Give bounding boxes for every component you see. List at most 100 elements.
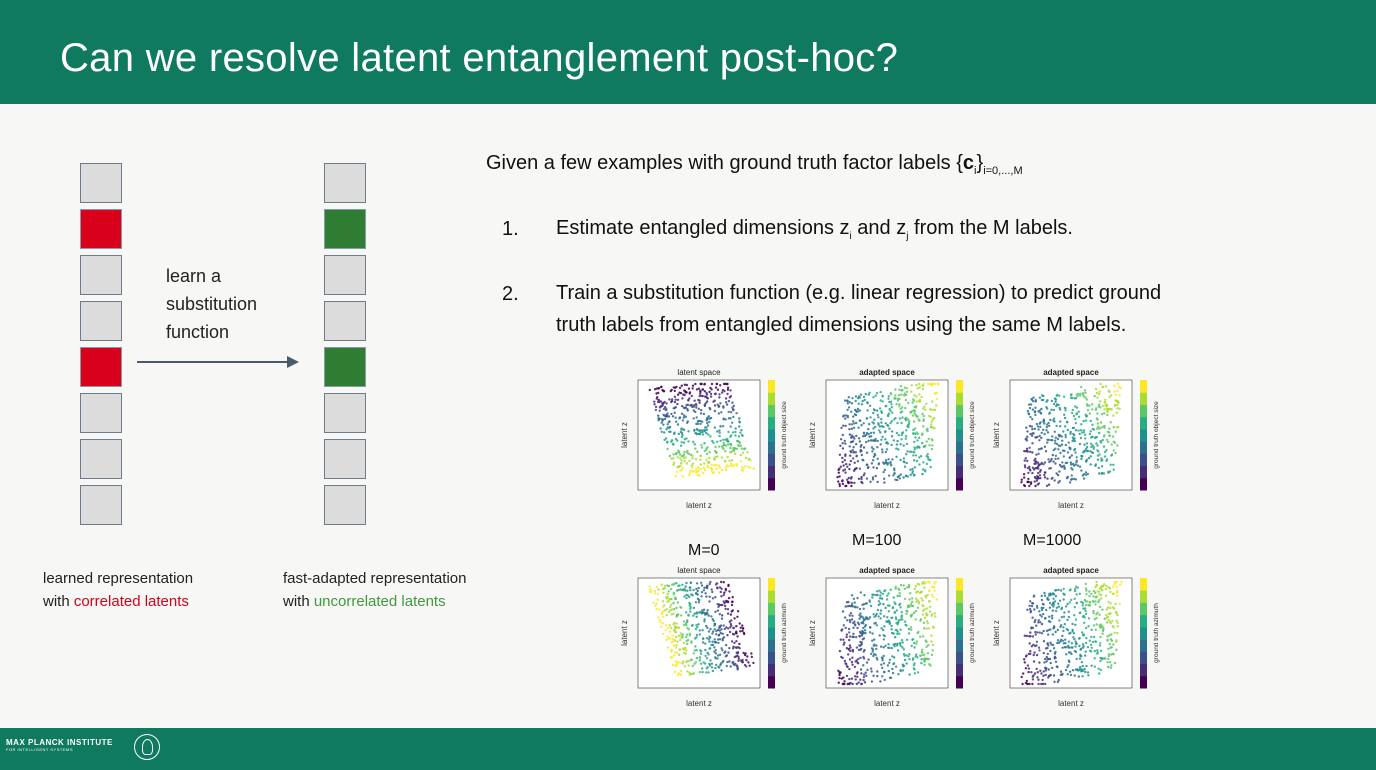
scatter-point [1036,671,1039,674]
scatter-point [671,663,675,667]
scatter-point [1037,452,1040,455]
scatter-point [853,665,857,669]
scatter-point [910,628,913,631]
scatter-point [712,441,715,444]
plot-ylabel: latent z [620,422,629,448]
scatter-point [1030,604,1034,608]
scatter-point [862,622,865,625]
colorbar-segment [768,441,775,454]
scatter-point [695,624,698,627]
scatter-point [707,638,711,641]
scatter-point [697,432,700,436]
scatter-point [858,467,862,470]
scatter-point [1112,463,1115,466]
scatter-point [726,437,729,441]
scatter-point [1101,385,1105,389]
scatter-point [1064,407,1067,410]
scatter-point [1049,628,1052,631]
scatter-point [1098,390,1101,393]
scatter-point [1095,623,1098,626]
scatter-point [888,661,891,664]
scatter-point [1061,639,1064,642]
scatter-point [688,392,691,395]
scatter-point [1104,594,1108,597]
scatter-point [1043,422,1046,425]
scatter-point [850,677,854,680]
scatter-point [693,612,696,615]
scatter-point [1096,396,1099,399]
scatter-point [1063,611,1066,614]
scatter-point [1085,447,1088,451]
scatter-point [899,443,902,446]
scatter-point [737,435,741,438]
scatter-point [1073,477,1076,481]
scatter-point [731,408,735,412]
arrow-head-icon [287,356,299,368]
scatter-point [876,608,880,612]
scatter-point [1090,592,1093,595]
colorbar-segment [1140,639,1147,652]
scatter-point [1066,644,1070,647]
scatter-point [709,408,712,411]
scatter-point [729,665,732,668]
scatter-point [854,606,857,609]
scatter-point [1071,411,1074,415]
scatter-point [907,425,910,429]
scatter-point [863,629,867,632]
scatter-point [1070,454,1073,457]
colorbar-segment [1140,453,1147,467]
scatter-point [1074,642,1078,645]
scatter-point [692,606,696,610]
scatter-point [742,448,746,451]
scatter-point [685,597,688,600]
scatter-point [918,386,921,389]
scatter-point [1073,614,1076,617]
scatter-point [927,437,930,441]
scatter-point [666,441,669,444]
scatter-point [856,626,859,630]
scatter-point [893,656,896,659]
scatter-point [699,431,702,434]
scatter-point [848,463,851,466]
scatter-point [1040,594,1043,598]
scatter-point [738,417,741,420]
scatter-point [700,581,703,584]
scatter-point [743,653,747,657]
scatter-point [880,438,883,441]
scatter-point [1043,445,1047,448]
scatter-point [1104,588,1107,591]
scatter-point [838,673,841,677]
scatter-point [852,435,855,438]
scatter-point [880,627,883,630]
scatter-point [862,474,865,477]
scatter-point [699,390,702,394]
plot-ylabel: latent z [992,422,1001,448]
step1-sub-j: j [906,231,909,242]
scatter-point [1071,477,1074,481]
scatter-point [714,455,717,459]
scatter-point [1048,467,1051,470]
scatter-point [700,446,704,449]
scatter-point [884,589,887,592]
scatter-point [913,446,916,449]
scatter-point [721,446,724,449]
scatter-point [893,469,896,472]
scatter-point [671,583,674,586]
scatter-point [1056,628,1059,632]
scatter-point [1059,408,1062,411]
scatter-point [926,453,929,456]
scatter-point [1094,603,1097,606]
arrow-label-line: substitution [166,294,258,314]
scatter-point [672,644,676,647]
scatter-point [714,596,717,599]
scatter-point [855,646,859,649]
scatter-point [718,396,721,399]
scatter-point [675,615,678,618]
scatter-point [887,474,891,477]
scatter-point [892,632,895,635]
scatter-point [665,428,668,431]
scatter-point [663,584,667,588]
scatter-point [895,609,899,612]
scatter-point [726,392,729,396]
scatter-point [658,619,661,622]
